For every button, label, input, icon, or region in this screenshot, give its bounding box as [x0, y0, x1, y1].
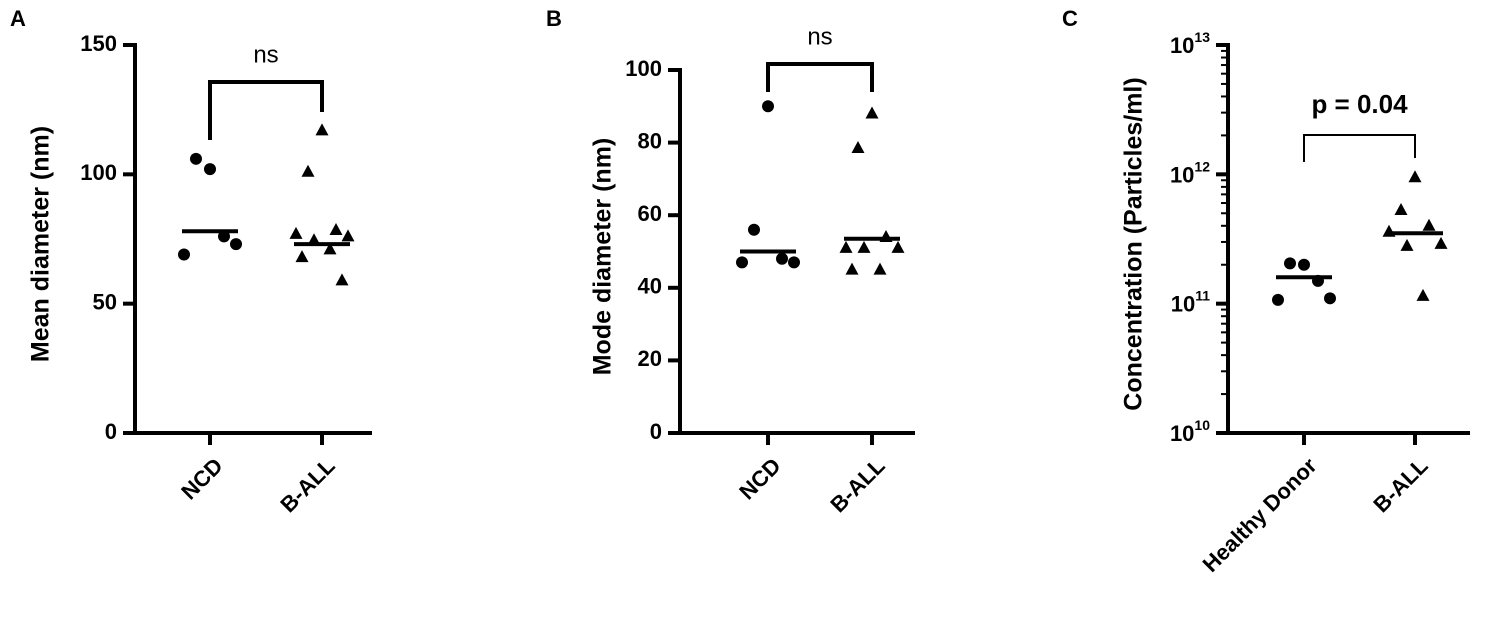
- data-point: [230, 238, 242, 251]
- y-tick-label: 20: [638, 346, 662, 371]
- data-point: [1284, 257, 1296, 270]
- y-tick-label: 1012: [1170, 158, 1210, 187]
- data-point: [1272, 293, 1284, 306]
- data-point: [762, 100, 774, 113]
- data-point: [1298, 258, 1310, 271]
- data-point: [1324, 292, 1336, 305]
- panel-label: B: [546, 6, 562, 31]
- data-point: [873, 262, 887, 275]
- data-point: [748, 223, 760, 236]
- data-point: [295, 250, 309, 263]
- y-tick-label: 100: [80, 160, 117, 185]
- y-tick-label: 100: [625, 56, 662, 81]
- data-point: [178, 248, 190, 261]
- y-tick-label: 1010: [1170, 417, 1210, 446]
- data-point: [857, 240, 871, 253]
- data-point: [1394, 202, 1408, 215]
- y-axis-label: Mean diameter (nm): [27, 126, 55, 362]
- tick-exponent: 10: [1194, 417, 1210, 433]
- panel-label: C: [1062, 6, 1078, 31]
- data-point: [736, 256, 748, 269]
- data-point: [323, 242, 337, 255]
- x-tick-label: NCD: [176, 453, 227, 504]
- y-tick-label: 80: [638, 128, 662, 153]
- data-point: [851, 141, 865, 154]
- significance-bracket: [1303, 134, 1416, 162]
- data-point: [1400, 238, 1414, 251]
- data-point: [204, 163, 216, 176]
- data-point: [788, 256, 800, 269]
- significance-label: p = 0.04: [1311, 89, 1408, 119]
- data-point: [1416, 288, 1430, 301]
- y-tick-label: 0: [650, 419, 662, 444]
- data-point: [190, 152, 202, 165]
- data-point: [865, 106, 879, 119]
- tick-exponent: 12: [1194, 158, 1210, 174]
- data-point: [1434, 236, 1448, 249]
- significance-label: ns: [807, 23, 832, 50]
- tick-base: 10: [1170, 33, 1194, 58]
- x-tick-label: B-ALL: [1368, 453, 1432, 517]
- y-tick-label: 1013: [1170, 29, 1210, 58]
- y-axis-label: Concentration (Particles/ml): [1120, 77, 1148, 410]
- y-tick-label: 0: [105, 419, 117, 444]
- y-tick-label: 60: [638, 201, 662, 226]
- tick-base: 10: [1171, 292, 1195, 317]
- data-point: [1408, 170, 1422, 183]
- x-tick-label: Healthy Donor: [1198, 453, 1322, 577]
- data-point: [301, 164, 315, 177]
- data-point: [289, 226, 303, 239]
- data-point: [329, 222, 343, 235]
- data-point: [315, 123, 329, 136]
- data-point: [839, 240, 853, 253]
- data-point: [218, 230, 230, 243]
- tick-exponent: 11: [1195, 288, 1210, 304]
- significance-label: ns: [253, 41, 278, 68]
- y-tick-label: 150: [80, 31, 117, 56]
- data-point: [341, 229, 355, 242]
- panel-label: A: [10, 6, 26, 31]
- x-tick-label: NCD: [734, 453, 785, 504]
- data-point: [891, 240, 905, 253]
- y-tick-label: 1011: [1171, 288, 1210, 317]
- x-tick-label: B-ALL: [275, 453, 339, 517]
- x-tick-label: B-ALL: [825, 453, 889, 517]
- y-tick-label: 50: [93, 289, 117, 314]
- data-point: [845, 262, 859, 275]
- data-point: [1422, 218, 1436, 231]
- data-point: [335, 273, 349, 286]
- data-point: [776, 252, 788, 265]
- tick-base: 10: [1170, 162, 1194, 187]
- tick-base: 10: [1170, 421, 1194, 446]
- y-axis-label: Mode diameter (nm): [589, 138, 617, 376]
- tick-exponent: 13: [1194, 29, 1210, 45]
- y-tick-label: 40: [638, 274, 662, 299]
- significance-bracket: [766, 62, 874, 92]
- significance-bracket: [208, 80, 324, 140]
